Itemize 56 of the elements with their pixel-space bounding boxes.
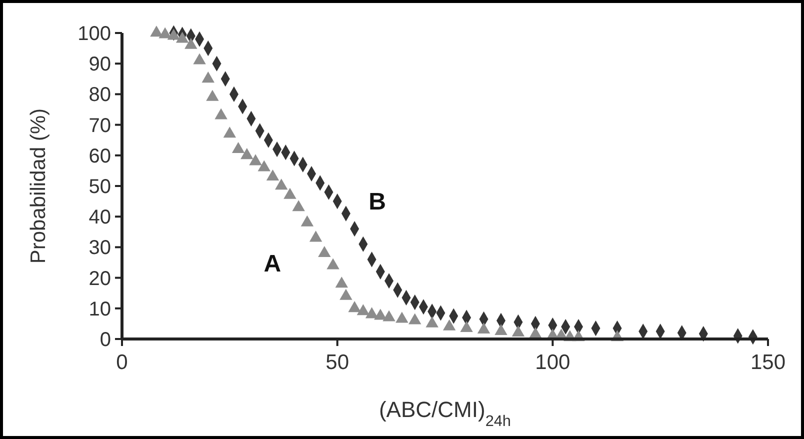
series-label: A xyxy=(264,250,282,278)
point xyxy=(176,32,189,43)
point xyxy=(512,326,525,337)
point xyxy=(460,320,473,332)
point xyxy=(408,313,422,324)
y-tick-label: 0 xyxy=(100,329,111,351)
series-label: B xyxy=(368,188,386,216)
point xyxy=(274,178,288,190)
point xyxy=(348,301,361,312)
point xyxy=(206,90,219,101)
point xyxy=(223,126,236,138)
y-axis-title: Probabilidad (%) xyxy=(27,108,50,264)
point xyxy=(318,246,331,257)
point xyxy=(232,142,245,153)
y-tick-label: 30 xyxy=(88,237,111,260)
y-tick-label: 90 xyxy=(88,54,111,76)
y-tick-label: 60 xyxy=(88,145,111,168)
point xyxy=(396,312,408,323)
point xyxy=(426,316,438,328)
x-tick-label: 150 xyxy=(750,351,786,374)
point xyxy=(494,324,508,336)
point xyxy=(193,53,206,64)
point xyxy=(335,276,348,288)
point xyxy=(365,307,378,318)
point xyxy=(284,188,296,199)
point xyxy=(382,310,396,322)
point xyxy=(300,215,314,226)
point xyxy=(266,169,280,180)
point xyxy=(202,72,214,83)
point xyxy=(214,108,228,120)
point xyxy=(184,38,198,49)
point xyxy=(158,27,172,38)
point xyxy=(249,154,262,166)
point xyxy=(529,327,542,338)
point xyxy=(442,319,456,330)
point xyxy=(477,322,490,334)
point xyxy=(309,230,322,242)
y-tick-label: 100 xyxy=(78,23,111,45)
y-tick-label: 10 xyxy=(88,298,111,320)
x-tick-label: 50 xyxy=(326,351,350,374)
y-tick-label: 50 xyxy=(88,176,111,198)
point xyxy=(240,148,254,160)
y-tick-label: 40 xyxy=(88,206,111,229)
point xyxy=(356,304,370,316)
x-tick-label: 0 xyxy=(116,351,128,374)
point xyxy=(292,200,305,212)
y-tick-label: 70 xyxy=(88,114,111,137)
point xyxy=(150,26,163,37)
y-tick-label: 80 xyxy=(88,84,111,106)
y-tick-label: 20 xyxy=(88,268,111,290)
x-tick-label: 100 xyxy=(535,351,570,374)
point xyxy=(258,160,270,172)
x-axis-title: (ABC/CMI)$_{24h}$ xyxy=(378,397,512,430)
point xyxy=(326,258,340,270)
point xyxy=(167,28,180,40)
point xyxy=(340,288,352,300)
